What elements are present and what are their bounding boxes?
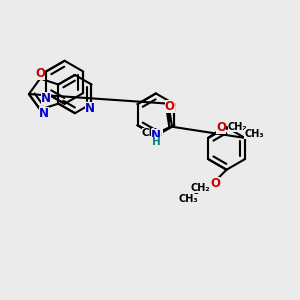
Text: O: O: [35, 67, 45, 80]
Text: O: O: [216, 121, 226, 134]
Text: N: N: [41, 92, 51, 105]
Text: CH₃: CH₃: [142, 128, 163, 138]
Text: O: O: [165, 100, 175, 112]
Text: H: H: [152, 137, 161, 147]
Text: O: O: [210, 177, 220, 190]
Text: N: N: [85, 101, 95, 115]
Text: CH₂: CH₂: [227, 122, 247, 132]
Text: CH₂: CH₂: [190, 183, 210, 193]
Text: CH₃: CH₃: [244, 128, 264, 139]
Text: CH₃: CH₃: [178, 194, 198, 204]
Text: N: N: [151, 129, 161, 142]
Text: N: N: [39, 107, 49, 121]
